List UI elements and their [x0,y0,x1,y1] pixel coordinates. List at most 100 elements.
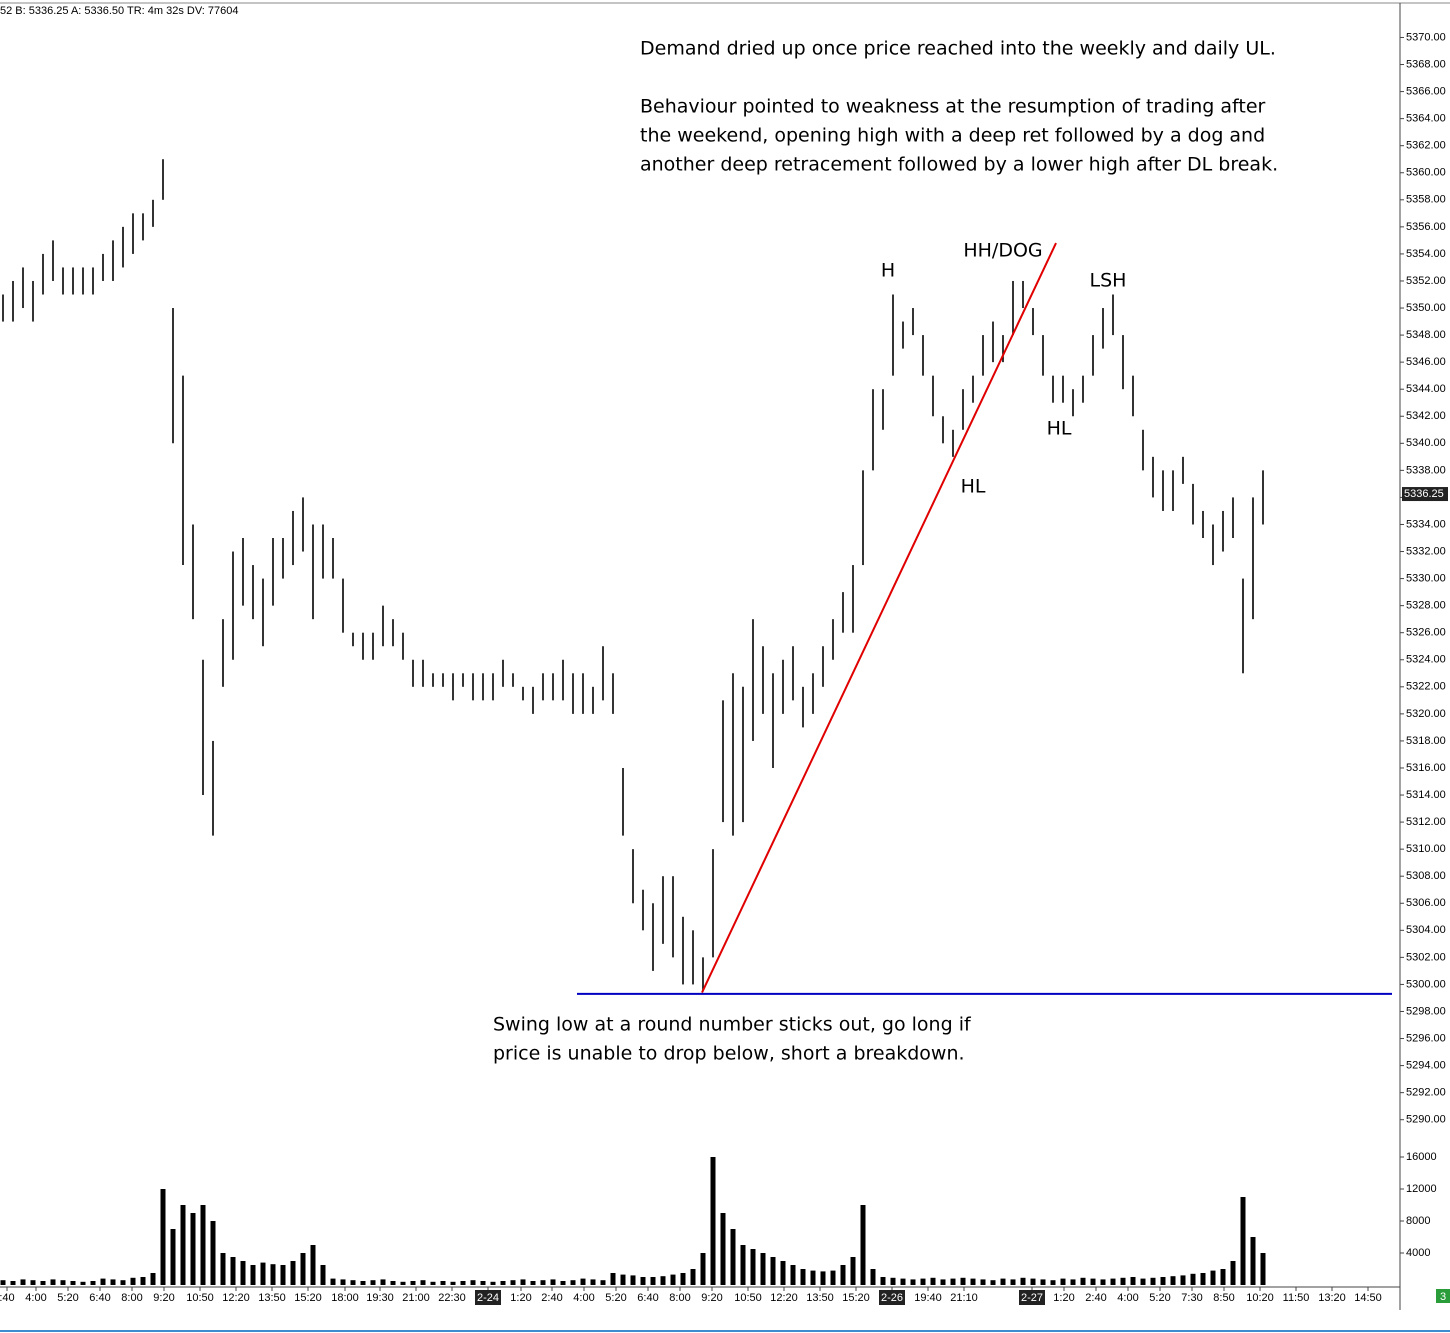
volume-bar [320,1265,326,1285]
x-tick-label: 19:30 [366,1292,394,1304]
volume-tick-label: 16000 [1406,1151,1437,1163]
volume-bar [560,1281,566,1285]
volume-bar [100,1278,106,1285]
volume-bar [540,1280,546,1285]
volume-bar [190,1213,196,1285]
plot [0,159,1392,1285]
volume-bar [1230,1261,1236,1285]
volume-bar [110,1279,116,1285]
y-tick-label: 5308.00 [1406,870,1446,882]
x-tick-label: 22:30 [438,1292,466,1304]
x-tick-label: 5:20 [605,1292,626,1304]
volume-bar [620,1274,626,1285]
y-tick-label: 5310.00 [1406,843,1446,855]
volume-bar [710,1157,716,1285]
x-tick-label: 12:20 [770,1292,798,1304]
volume-bar [730,1229,736,1285]
y-tick-label: 5324.00 [1406,654,1446,666]
y-tick-label: 5328.00 [1406,600,1446,612]
volume-bar [450,1281,456,1285]
volume-bar [1260,1253,1266,1285]
y-tick-label: 5340.00 [1406,437,1446,449]
volume-bar [1180,1275,1186,1285]
volume-bar [1160,1277,1166,1285]
y-tick-label: 5320.00 [1406,708,1446,720]
volume-bar [880,1277,886,1285]
y-tick-label: 5298.00 [1406,1005,1446,1017]
volume-bar [140,1277,146,1285]
x-tick-label: 2-24 [477,1292,499,1304]
volume-bar [370,1280,376,1285]
volume-bar [300,1253,306,1285]
volume-bar [1170,1276,1176,1285]
volume-bar [780,1261,786,1285]
volume-bar [430,1281,436,1285]
volume-bar [170,1229,176,1285]
volume-bar [580,1278,586,1285]
x-tick-label: 4:00 [1117,1292,1138,1304]
volume-bar [410,1281,416,1285]
volume-bar [1100,1279,1106,1285]
y-tick-label: 5316.00 [1406,762,1446,774]
volume-bar [920,1278,926,1285]
volume-bar [930,1277,936,1285]
swing-label: H [881,260,895,282]
date-marker [475,1290,501,1305]
y-tick-label: 5362.00 [1406,140,1446,152]
annotation: Demand dried up once price reached into … [640,38,1276,60]
volume-bar [1220,1269,1226,1285]
last-price-box [1402,487,1448,502]
swing-label: LSH [1090,270,1127,292]
volume-bar [940,1279,946,1285]
volume-bar [120,1280,126,1285]
x-tick-label: 10:50 [186,1292,214,1304]
volume-bar [180,1205,186,1285]
y-tick-label: 5368.00 [1406,58,1446,70]
volume-bar [570,1280,576,1285]
volume-bar [840,1265,846,1285]
y-tick-label: 5354.00 [1406,248,1446,260]
x-tick-label: 6:40 [637,1292,658,1304]
swing-label: HH/DOG [963,240,1042,262]
volume-bar [400,1281,406,1285]
x-tick-label: 5:20 [1149,1292,1170,1304]
status-badge[interactable] [1436,1289,1450,1303]
volume-bar [340,1279,346,1285]
volume-bar [130,1277,136,1285]
x-tick-label: 9:20 [701,1292,722,1304]
volume-bar [1200,1273,1206,1285]
volume-bar [150,1273,156,1285]
x-tick-label: 8:50 [1213,1292,1234,1304]
volume-bar [240,1261,246,1285]
volume-bar [650,1277,656,1285]
volume-bar [740,1245,746,1285]
y-tick-label: 5346.00 [1406,356,1446,368]
drawn-line [701,242,1057,993]
volume-bar [420,1280,426,1285]
volume-bar [1240,1197,1246,1285]
last-price-label: 5336.25 [1404,488,1444,500]
x-tick-label: 2:40 [541,1292,562,1304]
volume-bar [310,1245,316,1285]
volume-bar [220,1253,226,1285]
volume-bar [380,1279,386,1285]
volume-bar [90,1281,96,1285]
volume-bar [660,1276,666,1285]
volume-bar [500,1281,506,1285]
volume-bar [950,1278,956,1285]
y-tick-label: 5292.00 [1406,1087,1446,1099]
volume-bar [1030,1278,1036,1285]
volume-bar [1150,1277,1156,1285]
volume-bar [490,1281,496,1285]
x-tick-label: 15:20 [842,1292,870,1304]
volume-bar [860,1205,866,1285]
volume-bar [960,1277,966,1285]
x-tick-label: 6:40 [89,1292,110,1304]
x-tick-label: 21:10 [950,1292,978,1304]
volume-bar [970,1278,976,1285]
y-tick-label: 5322.00 [1406,681,1446,693]
x-tick-label: 8:00 [121,1292,142,1304]
y-tick-label: 5302.00 [1406,951,1446,963]
volume-bar [1070,1279,1076,1285]
